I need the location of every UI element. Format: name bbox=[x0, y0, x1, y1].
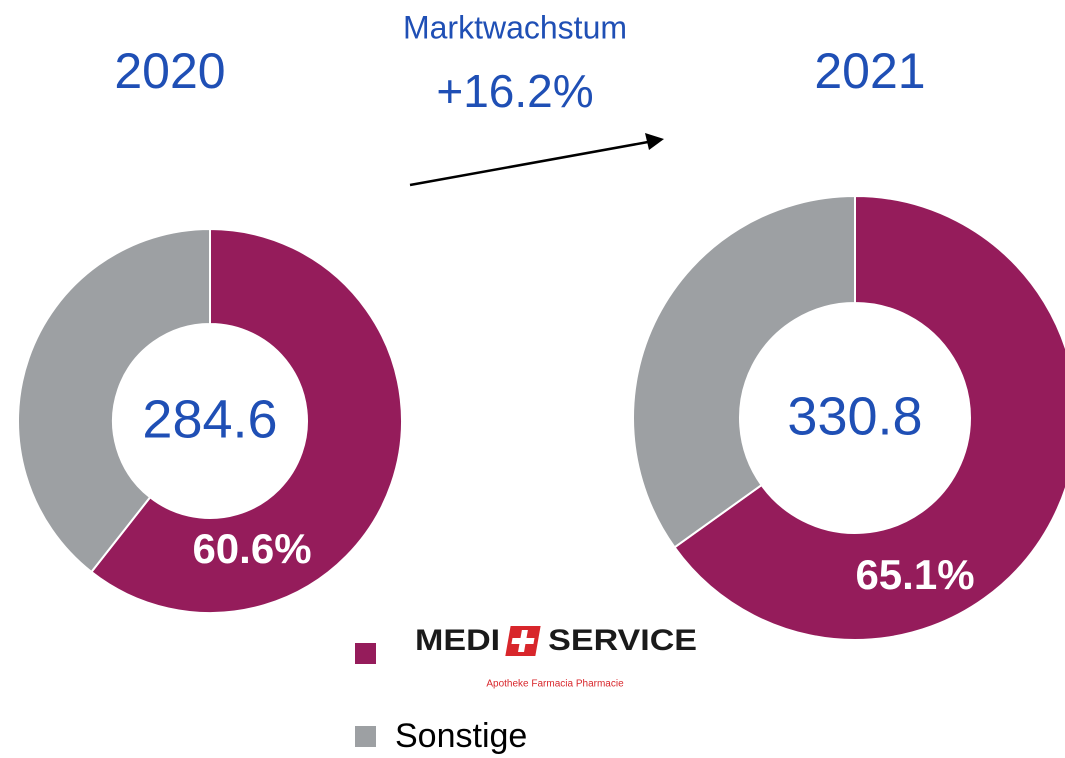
annotation-value: +16.2% bbox=[436, 65, 593, 117]
center-label: 330.8 bbox=[787, 386, 922, 446]
value-label: 65.1% bbox=[855, 551, 974, 598]
donut-segment bbox=[89, 227, 403, 614]
logo-cross-v bbox=[518, 630, 528, 652]
legend-swatch bbox=[355, 726, 376, 747]
donut-segment bbox=[673, 194, 1065, 641]
chart-title: 2021 bbox=[814, 43, 925, 99]
legend-swatch bbox=[355, 643, 376, 664]
growth-arrow bbox=[409, 140, 649, 187]
legend-label: Sonstige bbox=[395, 717, 527, 755]
legend-label: MEDI SERVICE bbox=[415, 624, 697, 657]
arrow-head bbox=[645, 133, 664, 150]
legend-tagline: Apotheke Farmacia Pharmacie bbox=[486, 679, 624, 690]
annotation-title: Marktwachstum bbox=[403, 9, 627, 45]
donut-segment bbox=[632, 194, 856, 549]
value-label: 60.6% bbox=[192, 525, 311, 572]
donut-segment bbox=[17, 227, 211, 574]
chart-title: 2020 bbox=[114, 43, 225, 99]
center-label: 284.6 bbox=[142, 389, 277, 449]
